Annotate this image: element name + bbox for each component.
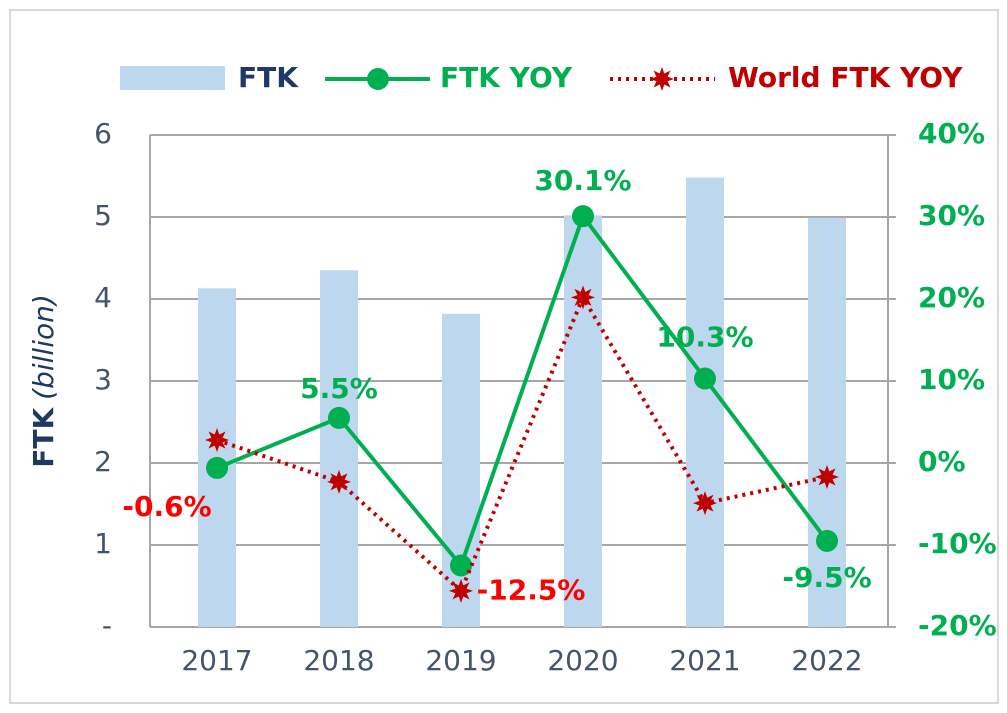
y2-tick-label: 40% [918,117,985,150]
data-label: -0.6% [122,490,211,523]
data-label: -9.5% [782,561,871,594]
legend-swatch [650,67,674,91]
y-tick-label: 6 [94,117,112,150]
legend-label: FTK YOY [440,61,573,94]
data-label: 10.3% [656,321,753,354]
y-tick-label: - [102,609,112,642]
marker [815,464,839,489]
marker [816,529,838,552]
marker [206,456,228,479]
y2-tick-label: 30% [918,199,985,232]
bar [320,270,358,627]
x-tick-label: 2022 [791,644,862,677]
y2-tick-label: 20% [918,281,985,314]
y-tick-label: 4 [94,281,112,314]
x-tick-label: 2019 [425,644,496,677]
marker [328,406,350,429]
marker [450,554,472,577]
legend-swatch [367,68,389,90]
data-label: 5.5% [300,372,378,405]
legend-label: World FTK YOY [728,61,963,94]
marker [327,469,351,494]
y2-tick-label: -10% [918,527,997,560]
legend-label: FTK [238,61,299,94]
x-tick-label: 2018 [303,644,374,677]
data-label: 30.1% [534,164,631,197]
y2-tick-label: -20% [918,609,997,642]
y-axis-title: FTK (billion) [27,294,60,468]
x-tick-label: 2017 [181,644,252,677]
data-label: -12.5% [477,574,586,607]
y-tick-label: 2 [94,445,112,478]
y-tick-label: 5 [94,199,112,232]
marker [572,205,594,228]
x-tick-label: 2020 [547,644,618,677]
y-axis-title-main: FTK [27,407,60,468]
marker [693,491,717,516]
y-tick-label: 1 [94,527,112,560]
legend-swatch [120,66,225,90]
marker [205,428,229,453]
y-axis-title-unit: (billion) [27,294,60,400]
chart-frame [9,9,999,704]
marker [449,578,473,603]
y2-tick-label: 10% [918,363,985,396]
y2-tick-label: 0% [918,445,966,478]
bar [564,215,602,628]
marker [694,367,716,390]
bar [686,177,724,627]
line [216,211,829,570]
y-tick-label: 3 [94,363,112,396]
x-tick-label: 2021 [669,644,740,677]
marker [571,285,595,310]
bar [808,217,846,627]
